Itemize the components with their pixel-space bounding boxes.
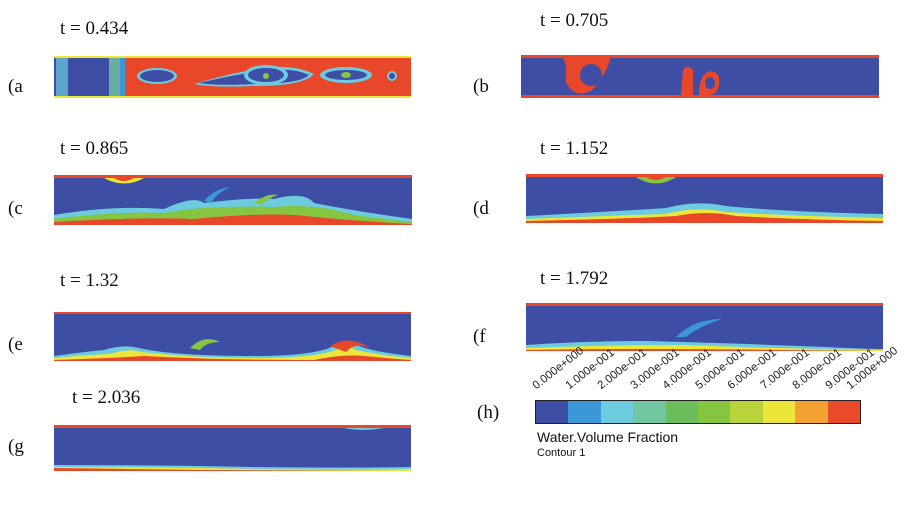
- time-label-a: t = 0.434: [60, 18, 129, 39]
- color-swatch: [600, 401, 634, 423]
- panel-letter-c: (c: [8, 198, 23, 219]
- panel-letter-g: (g: [8, 436, 24, 457]
- legend-title: Water.Volume Fraction: [537, 429, 679, 445]
- contour-panel-c: [54, 175, 412, 225]
- legend-subtitle: Contour 1: [537, 447, 586, 459]
- time-label-e: t = 1.32: [60, 270, 119, 291]
- panel-letter-e: (e: [8, 334, 23, 355]
- contour-panel-f: [526, 303, 883, 351]
- color-swatch: [698, 401, 731, 423]
- time-label-f: t = 1.792: [540, 268, 609, 289]
- time-label-b: t = 0.705: [540, 10, 609, 31]
- contour-panel-b: [521, 55, 879, 98]
- color-bar: [535, 400, 861, 424]
- color-swatch: [568, 401, 601, 423]
- color-swatch: [795, 401, 828, 423]
- color-swatch: [762, 401, 796, 423]
- panel-letter-d: (d: [473, 198, 489, 219]
- time-label-d: t = 1.152: [540, 138, 609, 159]
- contour-panel-g: [54, 425, 411, 471]
- contour-panel-e: [54, 312, 411, 361]
- time-label-c: t = 0.865: [60, 138, 129, 159]
- panel-letter-f: (f: [473, 326, 486, 347]
- time-label-g: t = 2.036: [72, 387, 141, 408]
- panel-letter-b: (b: [473, 76, 489, 97]
- color-swatch: [730, 401, 763, 423]
- color-swatch: [665, 401, 699, 423]
- panel-letter-h: (h): [477, 402, 500, 423]
- contour-panel-d: [526, 174, 883, 223]
- color-swatch: [827, 401, 861, 423]
- contour-panel-a: [54, 56, 411, 98]
- panel-letter-a: (a: [8, 76, 23, 97]
- color-swatch: [633, 401, 666, 423]
- color-swatch: [536, 401, 569, 423]
